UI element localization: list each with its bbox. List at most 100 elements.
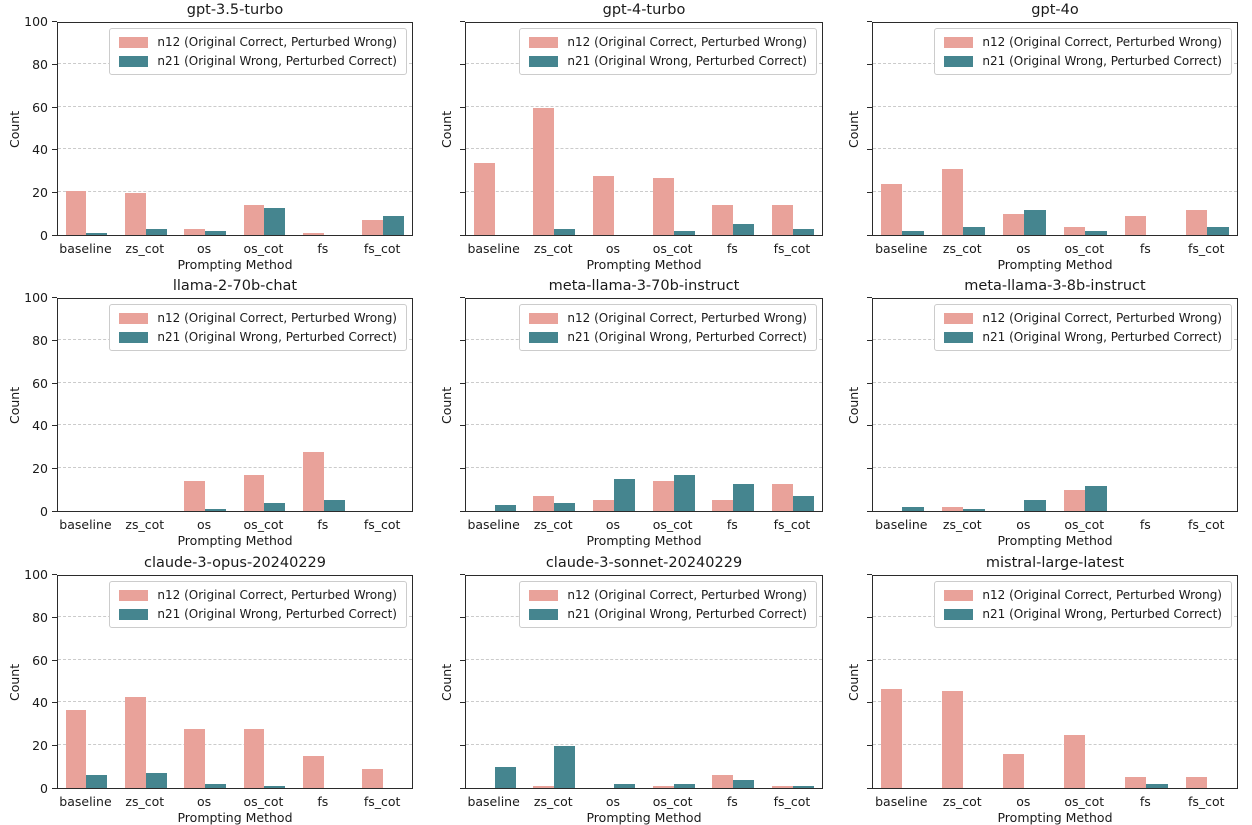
x-tick-label-zs_cot: zs_cot <box>533 517 573 532</box>
y-tick-mark <box>52 745 57 747</box>
x-tick-label-fs_cot: fs_cot <box>363 241 401 256</box>
legend-entry-n21: n21 (Original Wrong, Perturbed Correct) <box>119 330 397 344</box>
legend-swatch-n21 <box>944 55 974 67</box>
gridline-y20 <box>873 191 1237 193</box>
bar-n12-os <box>593 175 614 235</box>
y-tick-mark <box>867 339 872 341</box>
plot-area: n12 (Original Correct, Perturbed Wrong) n… <box>872 575 1238 789</box>
y-tick-label: 100 <box>24 290 48 305</box>
bar-n12-fs_cot <box>1185 209 1208 235</box>
y-tick-mark <box>867 149 872 151</box>
x-tick-label-os: os <box>1016 517 1031 532</box>
legend-swatch-n21 <box>529 331 559 343</box>
y-tick-label: 20 <box>32 461 48 477</box>
gridline-y40 <box>58 148 412 150</box>
x-tick-label-zs_cot: zs_cot <box>942 241 982 256</box>
y-tick-mark <box>867 659 872 661</box>
legend-swatch-n21 <box>529 55 559 67</box>
gridline-y60 <box>873 658 1237 660</box>
bar-n12-zs_cot <box>533 108 555 235</box>
x-tick-label-fs: fs <box>1139 517 1151 532</box>
chart-title: meta-llama-3-8b-instruct <box>964 278 1146 294</box>
bar-n21-os <box>205 230 226 235</box>
chart-title: claude-3-sonnet-20240229 <box>545 555 743 571</box>
plot-area: n12 (Original Correct, Perturbed Wrong) n… <box>57 22 413 236</box>
x-tick-label-baseline: baseline <box>875 794 928 809</box>
x-tick-label-fs: fs <box>726 241 738 256</box>
gridline-y40 <box>873 424 1237 426</box>
bar-n12-os_cot <box>243 205 265 235</box>
x-tick-label-baseline: baseline <box>59 241 112 256</box>
bar-n21-baseline <box>494 504 516 511</box>
y-axis-label: Count <box>7 110 22 148</box>
legend-entry-n21: n21 (Original Wrong, Perturbed Correct) <box>119 607 397 621</box>
bar-n21-os_cot <box>673 783 695 788</box>
legend-label: n21 (Original Wrong, Perturbed Correct) <box>982 607 1222 621</box>
legend-label: n12 (Original Correct, Perturbed Wrong) <box>982 311 1222 325</box>
legend-label: n12 (Original Correct, Perturbed Wrong) <box>567 35 807 49</box>
x-tick-label-fs_cot: fs_cot <box>773 241 811 256</box>
bar-n12-fs_cot <box>362 220 384 235</box>
y-tick-mark <box>867 297 872 298</box>
bar-n12-os_cot <box>652 785 674 788</box>
gridline-y20 <box>466 191 822 193</box>
gridline-y60 <box>466 658 822 660</box>
y-axis-label: Count <box>7 386 22 424</box>
bar-n12-os <box>593 500 614 511</box>
x-axis-label: Prompting Method <box>586 533 702 548</box>
bar-n21-fs_cot <box>383 215 404 235</box>
bar-n21-fs <box>323 500 345 511</box>
legend: n12 (Original Correct, Perturbed Wrong) n… <box>109 581 407 628</box>
legend-label: n21 (Original Wrong, Perturbed Correct) <box>157 54 397 68</box>
gridline-y20 <box>58 467 412 469</box>
legend-label: n12 (Original Correct, Perturbed Wrong) <box>157 311 397 325</box>
bar-n12-fs_cot <box>772 483 793 511</box>
x-tick-label-baseline: baseline <box>59 517 112 532</box>
y-tick-mark <box>52 63 57 65</box>
y-tick-mark <box>460 425 465 427</box>
x-axis-label: Prompting Method <box>586 257 702 272</box>
bar-n21-zs_cot <box>554 745 576 788</box>
bar-n21-zs_cot <box>963 508 985 511</box>
x-tick-label-os: os <box>605 517 621 532</box>
plot-area: n12 (Original Correct, Perturbed Wrong) n… <box>872 22 1238 236</box>
legend-label: n21 (Original Wrong, Perturbed Correct) <box>982 54 1222 68</box>
x-tick-label-os: os <box>197 517 212 532</box>
legend: n12 (Original Correct, Perturbed Wrong) n… <box>519 28 817 75</box>
legend-entry-n12: n12 (Original Correct, Perturbed Wrong) <box>529 311 807 325</box>
x-tick-label-os: os <box>197 241 212 256</box>
bar-n12-os_cot <box>652 177 674 235</box>
bar-n12-fs <box>303 451 324 511</box>
bar-n12-os <box>184 228 206 235</box>
bar-n12-baseline <box>473 163 495 235</box>
legend-label: n21 (Original Wrong, Perturbed Correct) <box>567 607 807 621</box>
gridline-y60 <box>58 381 412 383</box>
bar-n12-os_cot <box>652 481 674 511</box>
chart-title: gpt-4-turbo <box>602 2 686 18</box>
bar-n12-zs_cot <box>125 697 146 788</box>
x-tick-label-fs: fs <box>726 794 738 809</box>
legend-swatch-n21 <box>529 608 559 620</box>
gridline-y60 <box>466 381 822 383</box>
legend-entry-n21: n21 (Original Wrong, Perturbed Correct) <box>529 607 807 621</box>
y-tick-mark <box>52 21 57 22</box>
bar-n12-fs <box>712 775 734 788</box>
bar-n12-zs_cot <box>941 690 964 788</box>
legend: n12 (Original Correct, Perturbed Wrong) n… <box>934 581 1232 628</box>
bar-n12-os <box>1002 754 1025 788</box>
gridline-y40 <box>873 701 1237 703</box>
x-tick-label-os_cot: os_cot <box>652 241 693 256</box>
x-tick-label-os_cot: os_cot <box>1064 517 1105 532</box>
legend-label: n12 (Original Correct, Perturbed Wrong) <box>982 35 1222 49</box>
y-tick-mark <box>460 21 465 22</box>
y-tick-label: 40 <box>32 142 48 158</box>
bar-n21-os_cot <box>673 230 695 235</box>
legend-swatch-n12 <box>944 312 974 324</box>
x-tick-label-os: os <box>1016 241 1031 256</box>
legend-entry-n21: n21 (Original Wrong, Perturbed Correct) <box>944 54 1222 68</box>
y-tick-mark <box>52 106 57 108</box>
bar-n21-os_cot <box>264 502 286 511</box>
bar-n12-os_cot <box>1063 226 1086 235</box>
gridline-y20 <box>466 744 822 746</box>
y-tick-mark <box>52 788 57 789</box>
